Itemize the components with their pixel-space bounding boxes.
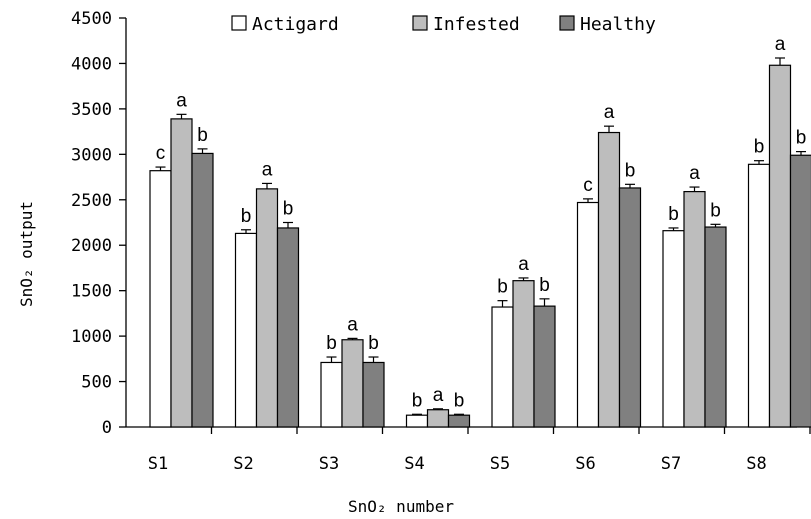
bar-healthy-s5: [533, 305, 556, 428]
significance-label: b: [668, 204, 679, 225]
x-axis: S1 S2 S3 S4 S5 S6 S7 S8: [126, 426, 811, 474]
bars: [149, 57, 811, 428]
bar-actigard-s4: [405, 414, 429, 428]
x-tick-label: S5: [490, 454, 510, 474]
bar-infested-s5: [512, 280, 535, 428]
significance-label: b: [539, 275, 550, 296]
legend-swatch-infested: [412, 15, 428, 31]
x-tick-label: S8: [746, 454, 766, 474]
bar-infested-s3: [341, 339, 364, 428]
y-tick-label: 500: [81, 373, 112, 393]
bar-actigard-s3: [320, 361, 343, 428]
legend-label-infested: Infested: [433, 14, 520, 35]
legend-swatch-healthy: [559, 15, 575, 31]
significance-label: c: [156, 143, 166, 164]
x-tick-label: S7: [661, 454, 681, 474]
bar-healthy-s6: [618, 187, 642, 428]
legend-label-actigard: Actigard: [252, 14, 339, 35]
bar-healthy-s3: [362, 361, 385, 428]
significance-label: b: [241, 206, 252, 227]
x-tick-label: S6: [575, 454, 595, 474]
significance-label: a: [775, 34, 786, 55]
legend: Actigard Infested Healthy: [231, 14, 656, 35]
significance-label: a: [176, 90, 187, 111]
bar-infested-s7: [683, 190, 706, 428]
legend-swatch-actigard: [231, 15, 247, 31]
bar-actigard-s2: [234, 232, 258, 428]
significance-label: a: [689, 163, 700, 184]
bar-healthy-s1: [191, 152, 214, 428]
significance-label: b: [368, 333, 379, 354]
significance-label: b: [412, 390, 423, 411]
x-tick-label: S4: [404, 454, 424, 474]
x-tick-label: S1: [148, 454, 168, 474]
significance-label: a: [347, 314, 358, 335]
significance-label: b: [326, 333, 337, 354]
bar-infested-s1: [170, 118, 193, 428]
y-tick-label: 1000: [71, 327, 112, 347]
y-axis: 0 500 1000 1500 2000 2500 3000 3500 4000 4500: [71, 9, 127, 438]
y-tick-label: 4500: [71, 9, 112, 29]
bar-actigard-s5: [491, 306, 514, 428]
bar-healthy-s4: [447, 414, 471, 428]
x-axis-title: SnO₂ number: [348, 497, 454, 516]
significance-label: a: [604, 102, 615, 123]
y-tick-label: 2000: [71, 236, 112, 256]
bar-actigard-s1: [149, 170, 172, 428]
x-tick-label: S2: [233, 454, 253, 474]
y-tick-label: 1500: [71, 282, 112, 302]
y-tick-label: 4000: [71, 54, 112, 74]
bar-infested-s4: [426, 409, 450, 428]
bar-infested-s2: [255, 188, 279, 428]
significance-label: a: [262, 159, 273, 180]
significance-label: b: [197, 125, 208, 146]
significance-label: b: [454, 390, 465, 411]
significance-label: a: [518, 254, 529, 275]
y-axis-title: SnO₂ output: [17, 201, 36, 307]
significance-label: b: [754, 137, 765, 158]
significance-label: c: [583, 175, 593, 196]
significance-label: b: [710, 200, 721, 221]
y-tick-label: 3000: [71, 145, 112, 165]
bar-healthy-s7: [704, 226, 727, 428]
y-tick-label: 2500: [71, 191, 112, 211]
legend-label-healthy: Healthy: [580, 14, 656, 35]
bar-infested-s8: [768, 64, 792, 428]
bar-actigard-s7: [662, 230, 685, 428]
x-tick-label: S3: [319, 454, 339, 474]
significance-label: b: [283, 199, 294, 220]
bar-healthy-s8: [789, 154, 811, 428]
bar-healthy-s2: [276, 227, 300, 428]
significance-label: a: [433, 385, 444, 406]
y-tick-label: 0: [102, 418, 112, 438]
significance-label: b: [497, 277, 508, 298]
bar-infested-s6: [597, 131, 621, 428]
significance-label: b: [796, 128, 807, 149]
significance-label: b: [625, 160, 636, 181]
bar-actigard-s8: [747, 163, 771, 428]
bar-actigard-s6: [576, 201, 600, 428]
y-tick-label: 3500: [71, 100, 112, 120]
